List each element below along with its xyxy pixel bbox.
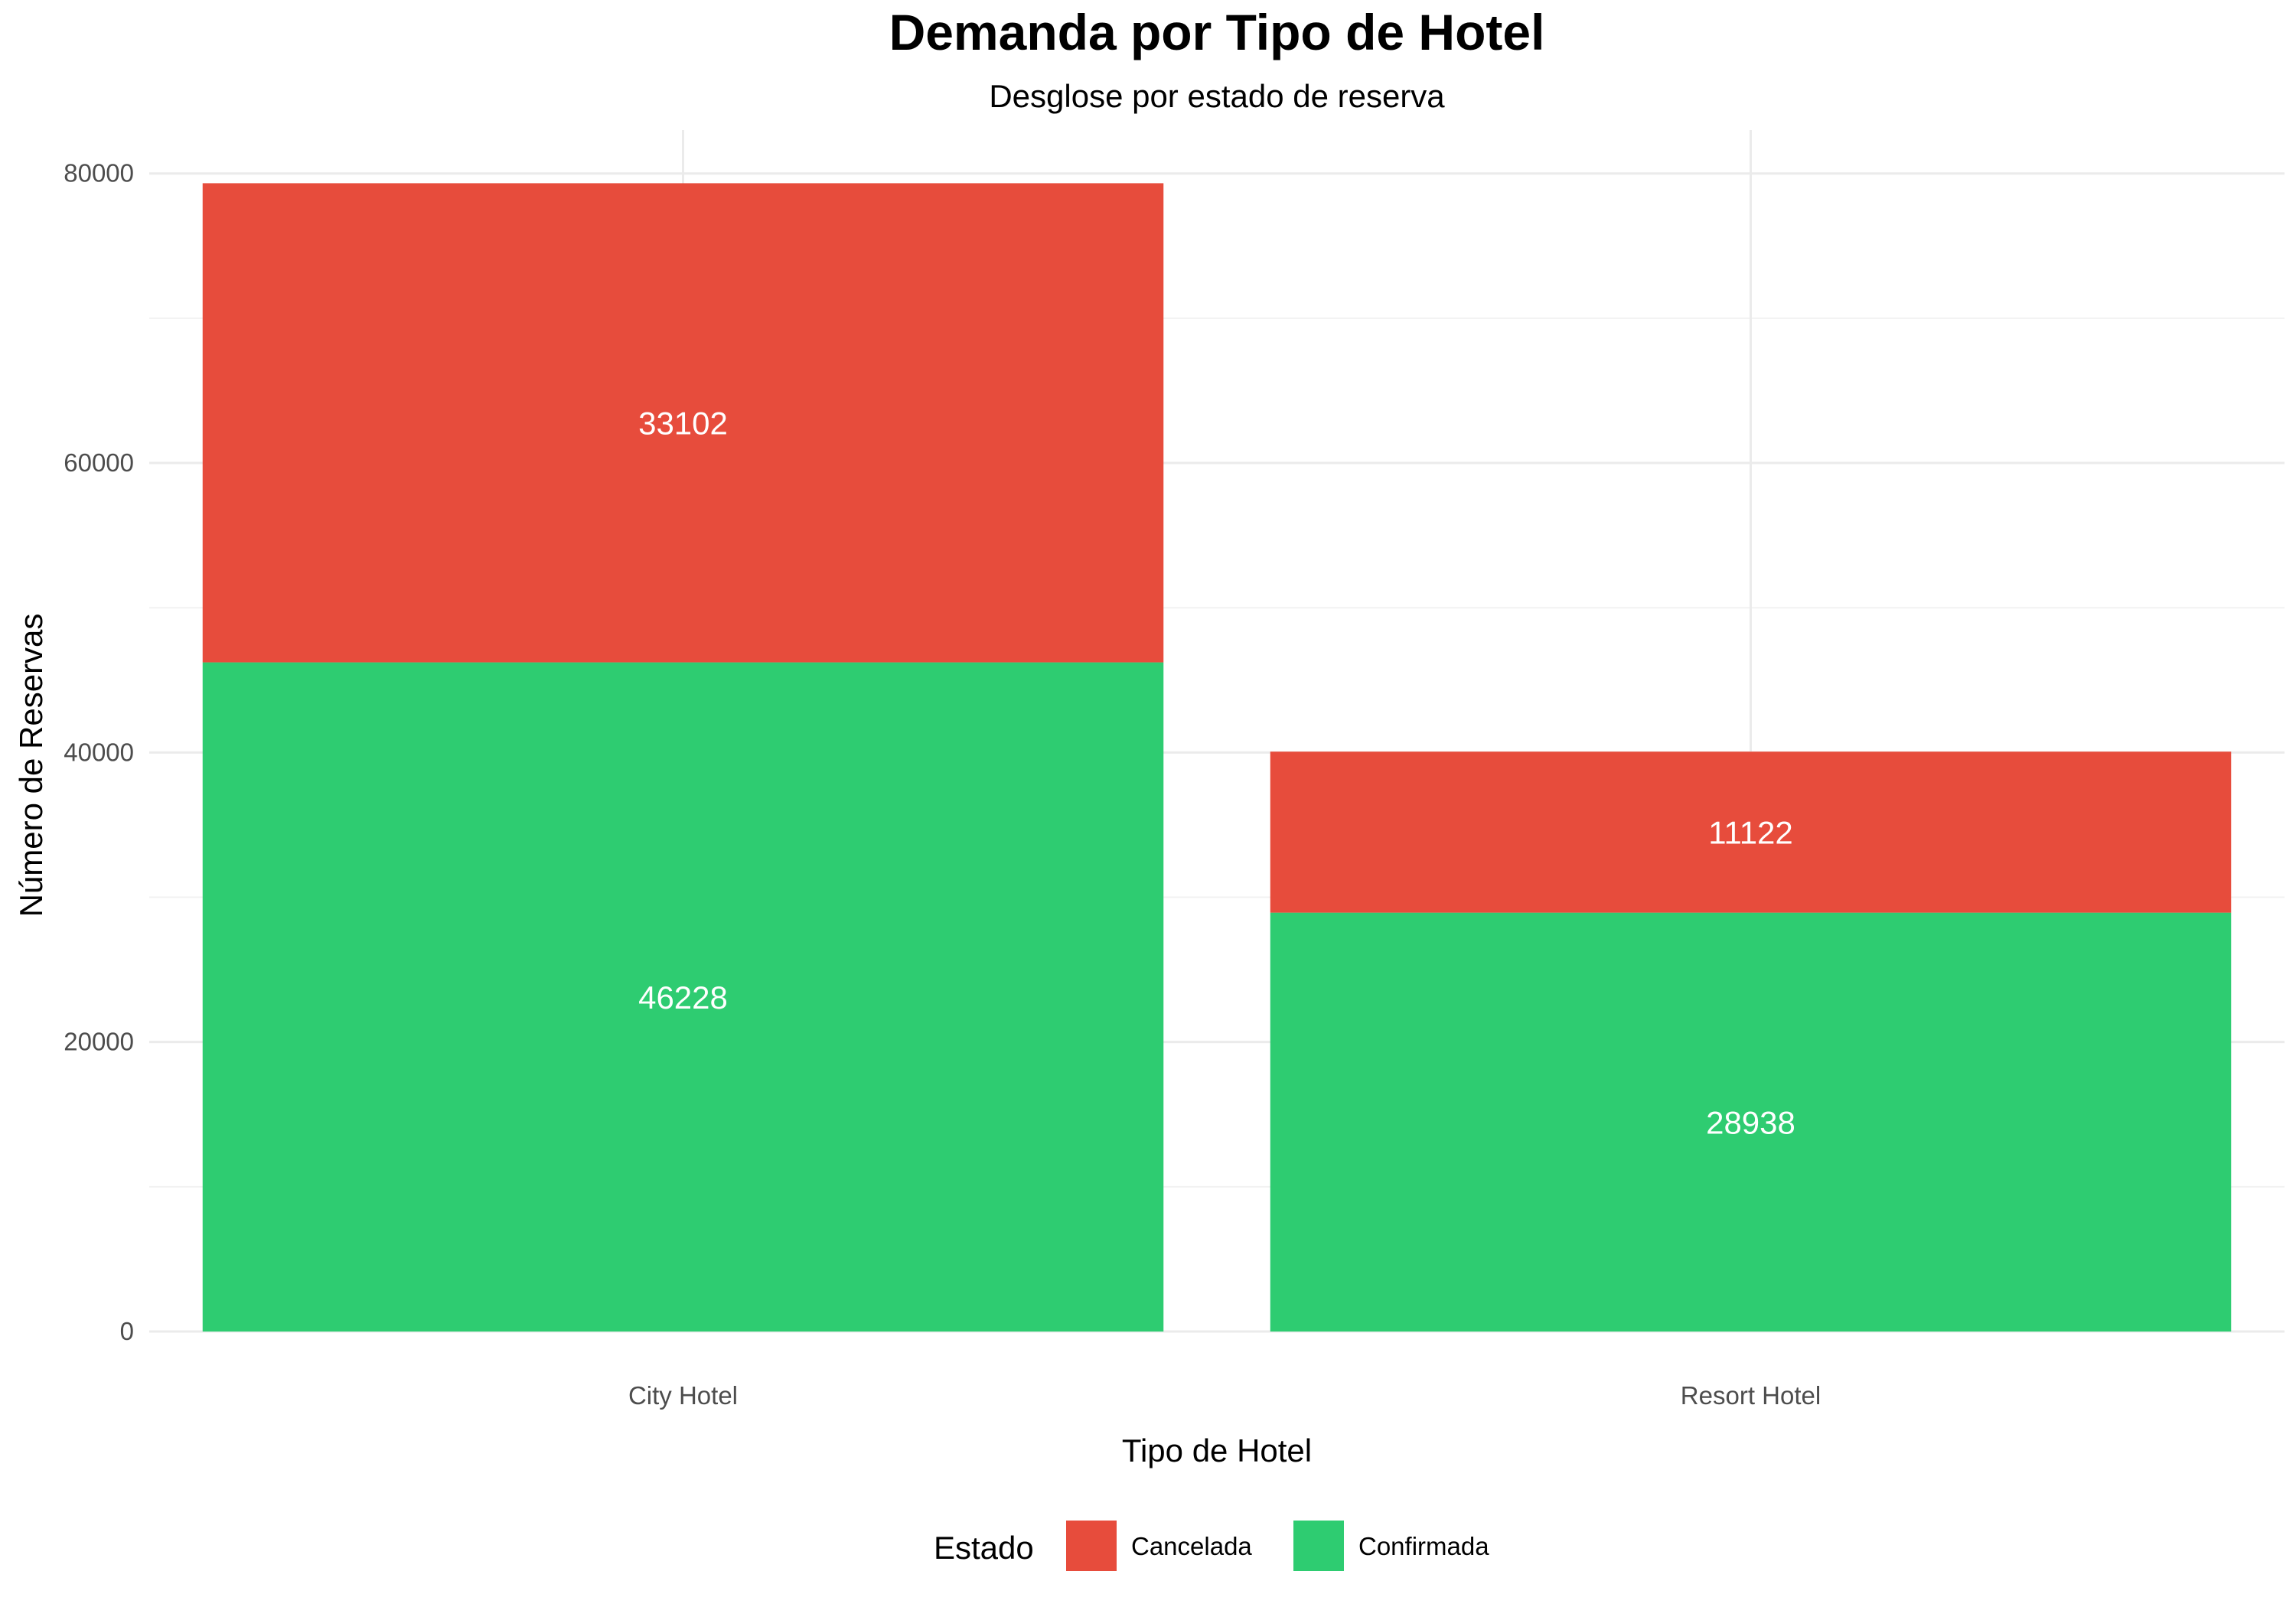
x-tick-label: Resort Hotel [1681,1381,1821,1410]
bar-confirmada [202,662,1164,1332]
y-axis-ticks: 0 20000 40000 60000 80000 [64,159,134,1345]
x-axis-ticks: City Hotel Resort Hotel [628,1381,1821,1410]
x-axis-title: Tipo de Hotel [1122,1433,1312,1468]
legend-swatch-confirmada [1293,1521,1344,1571]
data-label-confirmada: 28938 [1706,1104,1795,1140]
legend-label-cancelada: Cancelada [1131,1532,1252,1560]
data-label-confirmada: 46228 [638,980,728,1015]
y-tick-label: 40000 [64,738,134,766]
bar-cancelada [1270,751,2232,913]
chart-title: Demanda por Tipo de Hotel [889,4,1545,60]
y-tick-label: 60000 [64,448,134,477]
bar-confirmada [1270,912,2232,1332]
bar-cancelada [202,183,1164,663]
legend-label-confirmada: Confirmada [1358,1532,1489,1560]
y-tick-label: 80000 [64,159,134,187]
bars [202,183,2232,1332]
data-labels: 46228 33102 28938 11122 [638,405,1795,1140]
data-label-cancelada: 33102 [638,405,728,441]
x-tick-label: City Hotel [628,1381,738,1410]
y-axis-title: Número de Reservas [13,614,49,918]
chart-subtitle: Desglose por estado de reserva [989,78,1445,114]
y-tick-label: 0 [120,1317,134,1345]
legend: Estado Cancelada Confirmada [934,1521,1489,1571]
legend-title: Estado [934,1530,1034,1566]
legend-swatch-cancelada [1066,1521,1117,1571]
data-label-cancelada: 11122 [1708,814,1793,850]
y-tick-label: 20000 [64,1028,134,1056]
